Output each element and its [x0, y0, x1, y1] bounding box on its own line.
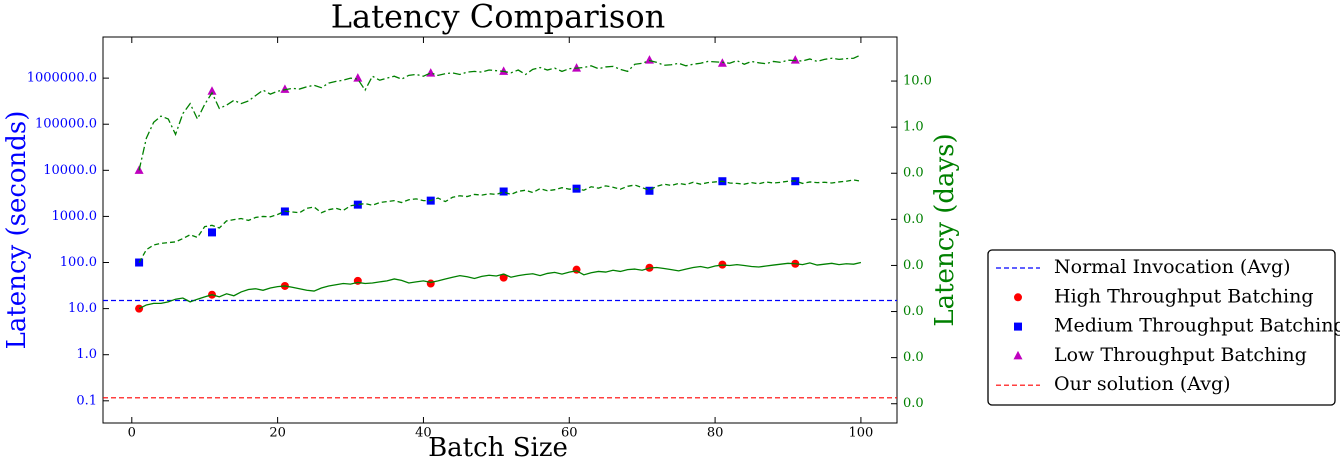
data-line: [138, 179, 862, 263]
x-tick-label: 80: [707, 426, 724, 441]
y2-tick-label: 0.0: [903, 350, 924, 365]
legend-marker: [1014, 322, 1022, 331]
y-tick-label: 0.1: [76, 393, 97, 408]
plot-frame: [102, 36, 898, 424]
y2-tick-label: 0.0: [903, 166, 924, 181]
y2-axis-label: Latency (days): [930, 133, 960, 326]
x-axis-label: Batch Size: [428, 433, 568, 463]
data-point: [280, 84, 290, 93]
y-tick-label: 1000000.0: [27, 71, 97, 86]
data-point: [353, 73, 363, 82]
data-point: [353, 200, 362, 209]
y-tick-label: 10.0: [68, 301, 97, 316]
y2-tick-label: 0.0: [903, 258, 924, 273]
legend-label: Normal Invocation (Avg): [1054, 256, 1291, 278]
data-point: [208, 228, 217, 237]
y2-tick-label: 10.0: [903, 74, 932, 89]
x-tick-label: 100: [848, 426, 873, 441]
legend-label: High Throughput Batching: [1054, 285, 1314, 307]
data-point: [499, 66, 509, 75]
data-line: [138, 261, 862, 310]
y2-tick-label: 0.0: [903, 212, 924, 227]
y2-tick-label: 0.0: [903, 396, 924, 411]
legend-label: Low Throughput Batching: [1054, 344, 1307, 366]
data-point: [207, 86, 217, 95]
y-tick-label: 1000.0: [52, 209, 98, 224]
y2-tick-label: 0.0: [903, 304, 924, 319]
y-tick-label: 1.0: [76, 347, 97, 362]
y-tick-label: 10000.0: [43, 163, 97, 178]
x-tick-label: 0: [128, 426, 136, 441]
data-point: [426, 279, 435, 288]
y-axis-label: Latency (seconds): [2, 111, 32, 350]
chart-title: Latency Comparison: [331, 0, 665, 36]
data-point: [426, 68, 436, 77]
data-line: [138, 54, 862, 171]
y-tick-label: 100000.0: [35, 117, 97, 132]
x-tick-label: 40: [415, 426, 432, 441]
legend-label: Our solution (Avg): [1054, 373, 1231, 395]
legend-marker: [1013, 350, 1023, 360]
data-point: [572, 63, 582, 72]
data-point: [135, 258, 144, 267]
legend-label: Medium Throughput Batching: [1054, 315, 1340, 337]
y2-tick-label: 1.0: [903, 120, 924, 135]
legend-box: [987, 249, 1336, 406]
y-tick-label: 100.0: [60, 255, 97, 270]
x-tick-label: 20: [269, 426, 286, 441]
data-point: [645, 186, 654, 195]
legend-marker: [1014, 293, 1022, 302]
x-tick-label: 60: [561, 426, 578, 441]
data-point: [790, 55, 800, 64]
data-point: [499, 187, 508, 196]
